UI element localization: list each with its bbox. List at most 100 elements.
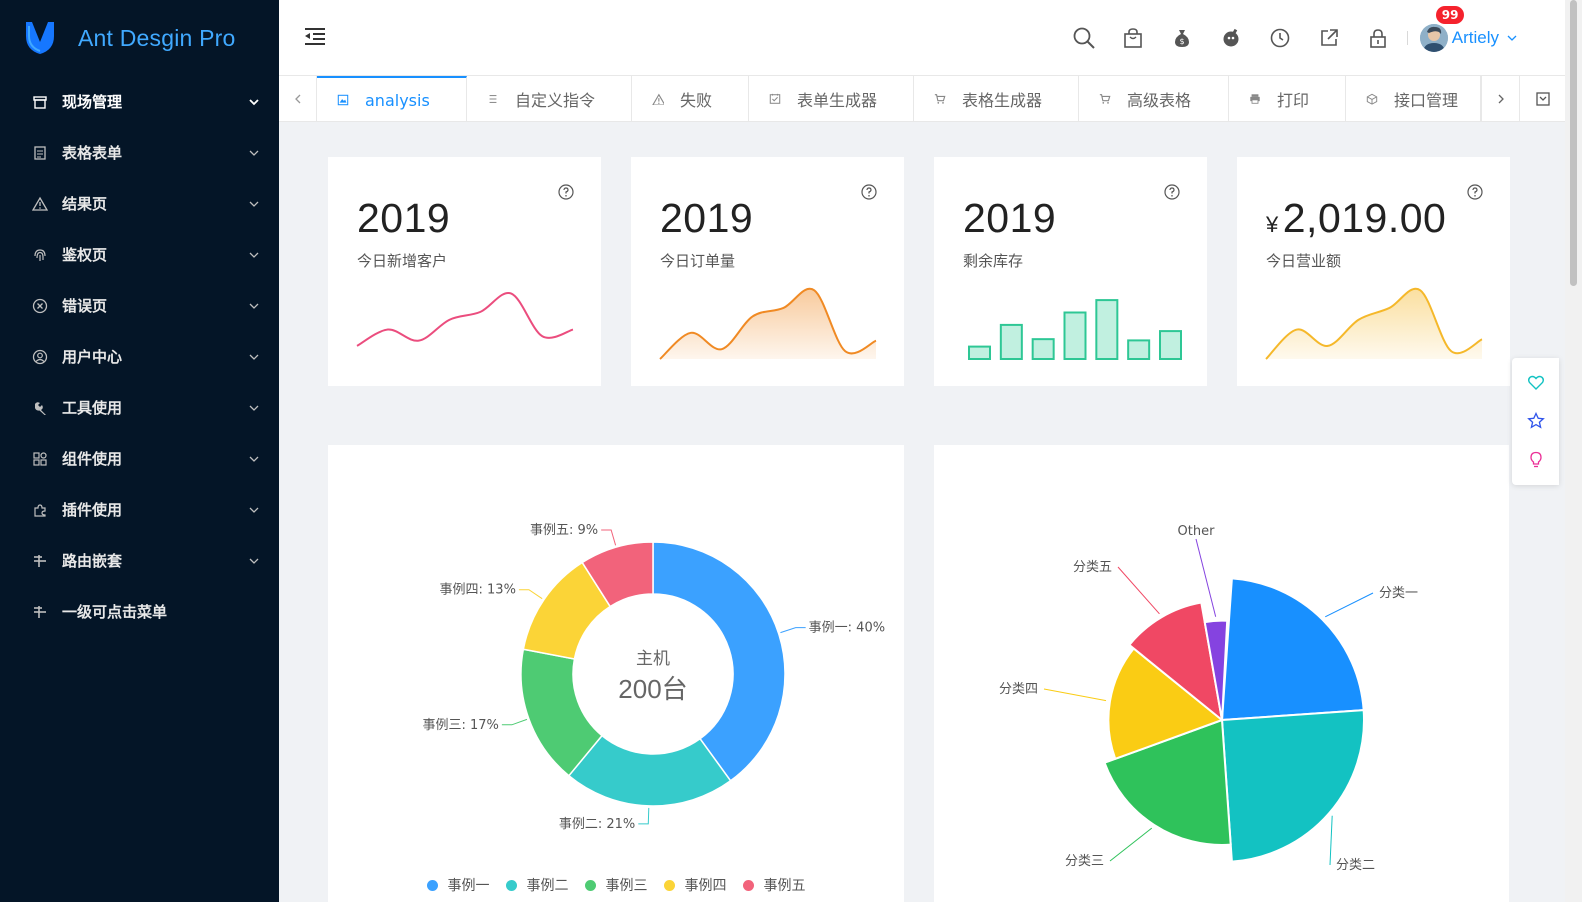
tab-label: 失败 [680,91,713,110]
float-toolbar [1512,358,1559,485]
bulb-icon[interactable] [1526,450,1546,470]
rose-slice[interactable] [1203,619,1229,721]
bar [1095,299,1119,361]
pie-slice[interactable] [652,541,786,782]
scrollbar-thumb[interactable] [1570,0,1577,286]
sidebar-item[interactable]: 路由嵌套 [0,535,279,586]
shopping-bag-icon[interactable] [1109,18,1158,58]
rose-chart-card: 分类一 分类二 分类三 分类四 分类五 Other [934,445,1509,902]
sidebar-item[interactable]: 用户中心 [0,331,279,382]
legend-marker [584,879,596,891]
dropdown-box-icon [1535,92,1550,106]
bomb-icon[interactable] [1207,18,1256,58]
username: Artiely [1451,28,1499,47]
label-line [518,589,543,600]
rose-slice[interactable] [1103,719,1232,846]
menu-fold-icon[interactable] [305,26,327,46]
close-circle-icon [32,298,48,313]
question-circle-icon[interactable] [861,184,877,200]
label-line [601,529,617,546]
money-bag-icon[interactable]: $ [1158,18,1207,58]
sidebar-item[interactable]: 现场管理 [0,76,279,127]
tab[interactable]: 表格生成器 [914,76,1079,121]
form-icon [34,145,46,160]
sidebar-item[interactable]: 一级可点击菜单 [0,586,279,637]
page-scrollbar[interactable] [1565,0,1582,902]
stat-label: 今日营业额 [1266,252,1342,270]
mini-chart [1265,287,1483,360]
chevron-down-icon [249,558,259,564]
tab-menu-button[interactable] [1519,76,1565,122]
chevron-down-icon [249,303,259,309]
chart-legend: 事例一 事例二 事例三 事例四 事例五 [328,875,904,895]
legend-item[interactable]: 事例四 [663,875,727,895]
sidebar-item[interactable]: 工具使用 [0,382,279,433]
sidebar-item[interactable]: 错误页 [0,280,279,331]
sidebar-item[interactable]: 组件使用 [0,433,279,484]
question-circle-icon[interactable] [1467,184,1483,200]
label-line [1195,538,1217,617]
slice-label: 分类二 [1336,858,1375,873]
donut-chart-card: 事例一: 40% 事例二: 21% 事例三: 17% 事例四: 13% 事例五: 9% 主… [328,445,904,902]
stat-value: 2019 [660,195,753,242]
rose-slice[interactable] [1107,647,1223,760]
rose-slice[interactable] [1128,601,1223,721]
tab[interactable]: 自定义指令 [467,76,632,121]
mini-chart [968,299,1182,361]
pie-slice[interactable] [581,541,654,608]
chevron-down-icon [249,98,259,105]
donut-center-value: 200台 [618,674,687,704]
legend-item[interactable]: 事例三 [584,875,648,895]
user-dropdown[interactable]: 99 Artiely [1419,6,1517,52]
chevron-down-icon [249,456,259,462]
legend-item[interactable]: 事例一 [426,875,490,895]
mini-chart [356,292,574,347]
tab-label: 高级表格 [1127,91,1192,110]
tab-prev-button[interactable] [279,76,317,122]
legend-item[interactable]: 事例二 [505,875,569,895]
tab[interactable]: 失败 [632,76,749,121]
heart-icon[interactable] [1526,373,1546,393]
warning-icon [32,196,48,211]
tab[interactable]: analysis [317,76,467,121]
question-circle-icon[interactable] [558,184,574,200]
sidebar-item-label: 用户中心 [62,348,123,366]
series-line [356,292,574,347]
route-icon [34,605,46,618]
chevron-down-icon [249,405,259,411]
bar [968,345,991,360]
header-actions: $ 99 Artiely [1060,0,1565,76]
legend-label: 事例三 [605,878,648,894]
label-line [638,807,650,825]
stat-value: 2019 [963,195,1056,242]
lock-icon[interactable] [1354,18,1403,58]
chevron-down-icon [249,201,259,207]
tab[interactable]: 高级表格 [1079,76,1229,121]
stat-card: 2019 今日订单量 [631,157,904,386]
clock-icon[interactable] [1256,18,1305,58]
slice-label: 事例二: 21% [559,817,635,832]
star-icon[interactable] [1526,411,1546,431]
sidebar-item-label: 插件使用 [62,501,123,519]
tab[interactable]: 接口管理 [1346,76,1481,121]
tab[interactable]: 表单生成器 [749,76,914,121]
slice-label: 分类五 [1073,560,1112,575]
sidebar-item-label: 组件使用 [62,450,123,468]
external-link-icon[interactable] [1305,18,1354,58]
rose-slice[interactable] [1221,577,1365,721]
sidebar-item[interactable]: 鉴权页 [0,229,279,280]
question-circle-icon[interactable] [1164,184,1180,200]
rose-slice[interactable] [1221,709,1365,863]
sidebar-item[interactable]: 表格表单 [0,127,279,178]
logo[interactable]: Ant Desgin Pro [0,0,279,76]
legend-item[interactable]: 事例五 [742,875,806,895]
tab-next-button[interactable] [1481,76,1519,122]
sidebar-item[interactable]: 插件使用 [0,484,279,535]
tab-list: analysis 自定义指令 失败 表单生成器 表格生成器 高级表格 打印 接口… [317,76,1481,121]
sidebar-item-label: 结果页 [62,195,108,213]
cart-icon [1099,94,1111,104]
sidebar-item[interactable]: 结果页 [0,178,279,229]
search-icon[interactable] [1060,18,1109,58]
tab[interactable]: 打印 [1229,76,1346,121]
